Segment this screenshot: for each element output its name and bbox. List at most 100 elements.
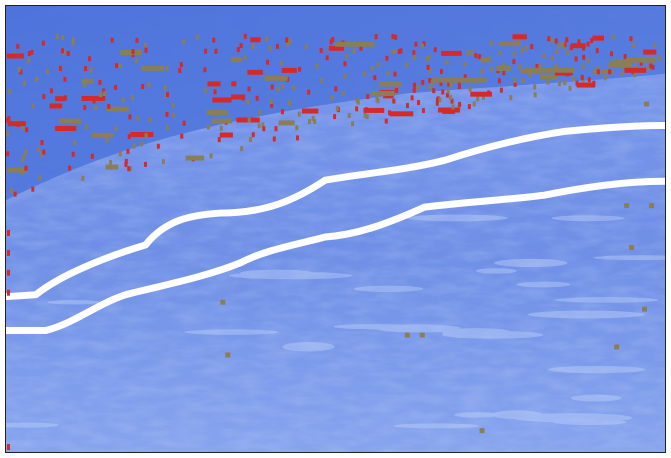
boundary-line-lower [6,177,665,335]
olive-marker [524,45,528,51]
red-marker [502,70,506,76]
olive-marker [195,34,199,40]
olive-marker [391,91,395,97]
olive-marker [185,155,205,161]
red-marker [412,50,416,56]
red-marker [239,43,243,49]
olive-marker [479,428,485,434]
red-marker [439,69,443,75]
red-marker [399,48,403,54]
olive-marker [118,63,122,69]
bright-streaks [6,214,665,429]
red-marker [629,36,633,42]
red-marker [127,134,131,140]
olive-marker [498,50,502,56]
red-marker [6,151,10,157]
bright-streak [6,422,59,428]
olive-marker [269,99,273,105]
red-marker [274,126,278,132]
red-marker [128,114,132,120]
olive-marker [258,109,262,115]
olive-marker [428,85,432,91]
red-marker [6,289,10,296]
red-marker [432,88,436,94]
red-marker [478,54,482,60]
olive-marker [624,203,630,209]
red-marker [393,71,397,77]
olive-marker [533,92,537,98]
olive-marker [121,97,125,103]
red-marker [470,91,493,97]
olive-marker [365,114,369,120]
red-marker [165,111,169,117]
olive-marker [561,42,565,48]
olive-marker [243,55,247,61]
red-marker [141,84,145,90]
red-marker [569,45,573,51]
bright-streak [406,214,509,222]
red-marker [474,53,478,59]
red-marker [231,94,246,100]
red-marker [83,105,87,111]
red-marker [649,63,653,69]
olive-marker [135,58,139,64]
red-marker [412,82,416,88]
bright-streak [494,258,568,268]
olive-marker [103,91,107,97]
olive-marker [550,55,554,61]
red-marker [530,44,534,50]
red-marker [66,51,70,57]
red-marker [512,59,516,65]
olive-marker [608,62,632,68]
olive-marker [649,203,655,209]
bright-streak [240,269,313,277]
red-marker [554,70,573,76]
red-marker [435,100,439,106]
olive-marker [363,112,367,118]
olive-marker [629,244,635,250]
olive-marker [22,80,26,86]
olive-marker [161,159,165,165]
red-marker [255,95,259,101]
olive-marker [509,95,513,101]
red-marker [301,108,319,114]
bright-streak [570,394,622,402]
olive-marker [280,83,284,89]
red-marker [596,69,600,75]
olive-marker [449,82,453,88]
olive-marker [370,65,374,71]
red-marker [40,139,44,145]
red-marker [417,100,421,106]
red-marker [363,107,385,113]
olive-marker [490,66,494,72]
olive-marker [522,78,526,84]
red-marker [247,69,263,75]
olive-marker [288,99,292,105]
olive-marker [382,91,386,97]
red-marker [212,97,232,103]
olive-marker [539,74,558,80]
olive-marker [55,34,59,40]
red-marker [41,40,45,46]
red-marker [333,114,337,120]
red-marker [331,37,335,43]
red-marker [250,37,261,43]
red-marker [214,48,218,54]
olive-marker [240,146,244,152]
olive-marker [632,42,636,48]
red-marker [433,47,437,53]
red-marker [450,98,454,104]
red-marker [385,55,389,61]
olive-marker [335,105,339,111]
olive-marker [139,141,143,147]
olive-marker [99,92,103,98]
olive-marker [9,188,13,194]
red-marker [13,191,17,197]
bright-streak [375,324,461,333]
olive-marker [620,70,624,76]
olive-marker [470,49,474,55]
red-marker [166,92,170,98]
red-marker [270,84,274,90]
olive-marker [393,49,397,54]
olive-marker [603,75,607,81]
